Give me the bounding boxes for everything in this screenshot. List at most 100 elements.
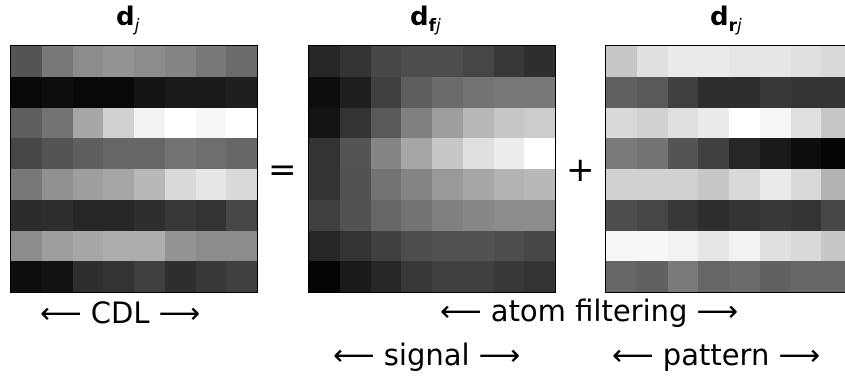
matrix-cell: [195, 46, 227, 77]
matrix-cell: [432, 261, 463, 292]
matrix-cell: [667, 169, 699, 200]
matrix-cell: [698, 76, 729, 108]
matrix-cell: [226, 46, 257, 77]
matrix-cell: [401, 107, 432, 139]
matrix-cell: [636, 46, 668, 77]
matrix-cell: [790, 76, 822, 108]
matrix-cell: [226, 76, 257, 108]
matrix-cell: [636, 138, 668, 169]
matrix-cell: [339, 76, 371, 108]
matrix-cell: [103, 107, 134, 139]
matrix-cell: [667, 230, 699, 262]
matrix-cell: [11, 199, 42, 231]
matrix-cell: [524, 261, 555, 292]
matrix-cell: [103, 230, 134, 262]
matrix-cell: [164, 261, 196, 292]
matrix-cell: [462, 76, 494, 108]
matrix-cell: [759, 107, 791, 139]
matrix-cell: [309, 76, 340, 108]
matrix-cell: [195, 199, 227, 231]
matrix-cell: [401, 169, 432, 200]
matrix-cell: [698, 107, 729, 139]
matrix-cell: [339, 46, 371, 77]
matrix-cell: [195, 76, 227, 108]
matrix-cell: [493, 199, 525, 231]
matrix-cell: [821, 76, 845, 108]
matrix-cell: [309, 46, 340, 77]
title-d-rj: drj: [710, 2, 742, 36]
matrix-cell: [462, 169, 494, 200]
matrix-cell: [134, 138, 165, 169]
matrix-cell: [195, 107, 227, 139]
matrix-cell: [339, 107, 371, 139]
matrix-cell: [729, 46, 760, 77]
matrix-cell: [103, 169, 134, 200]
matrix-cell: [370, 76, 402, 108]
matrix-cell: [667, 107, 699, 139]
matrix-cell: [164, 199, 196, 231]
matrix-cell: [729, 261, 760, 292]
matrix-cell: [606, 138, 637, 169]
caption-signal: ⟵ signal ⟶: [333, 338, 521, 372]
matrix-cell: [462, 199, 494, 231]
matrix-cell: [493, 261, 525, 292]
matrix-cell: [636, 76, 668, 108]
matrix-cell: [339, 138, 371, 169]
title-d-fj: dfj: [410, 2, 441, 36]
matrix-cell: [370, 261, 402, 292]
matrix-cell: [309, 261, 340, 292]
matrix-cell: [759, 199, 791, 231]
matrix-cell: [11, 261, 42, 292]
matrix-cell: [103, 199, 134, 231]
matrix-cell: [339, 230, 371, 262]
matrix-cell: [164, 107, 196, 139]
matrix-cell: [164, 76, 196, 108]
matrix-cell: [790, 107, 822, 139]
matrix-cell: [821, 169, 845, 200]
matrix-cell: [309, 107, 340, 139]
matrix-cell: [195, 230, 227, 262]
matrix-cell: [164, 46, 196, 77]
matrix-cell: [226, 107, 257, 139]
matrix-cell: [821, 46, 845, 77]
matrix-cell: [606, 46, 637, 77]
matrix-cell: [759, 138, 791, 169]
matrix-cell: [226, 199, 257, 231]
matrix-cell: [821, 138, 845, 169]
matrix-cell: [11, 76, 42, 108]
matrix-cell: [72, 107, 104, 139]
matrix-cell: [401, 261, 432, 292]
matrix-cell: [134, 199, 165, 231]
matrix-cell: [164, 169, 196, 200]
matrix-cell: [11, 46, 42, 77]
matrix-cell: [41, 46, 73, 77]
matrix-cell: [339, 261, 371, 292]
matrix-cell: [72, 199, 104, 231]
matrix-cell: [524, 76, 555, 108]
caption-cdl: ⟵ CDL ⟶: [40, 296, 201, 330]
matrix-cell: [636, 169, 668, 200]
matrix-cell: [790, 138, 822, 169]
matrix-cell: [493, 169, 525, 200]
matrix-cell: [462, 230, 494, 262]
caption-atom-filtering: ⟵ atom filtering ⟶: [440, 294, 739, 328]
matrix-cell: [493, 230, 525, 262]
matrix-cell: [667, 46, 699, 77]
matrix-cell: [370, 169, 402, 200]
matrix-cell: [72, 169, 104, 200]
matrix-cell: [698, 199, 729, 231]
matrix-cell: [759, 230, 791, 262]
matrix-cell: [790, 169, 822, 200]
matrix-cell: [370, 138, 402, 169]
matrix-cell: [524, 199, 555, 231]
matrix-cell: [432, 46, 463, 77]
matrix-cell: [698, 169, 729, 200]
matrix-d: [10, 45, 258, 293]
title-d-j: dj: [116, 2, 140, 36]
matrix-cell: [72, 230, 104, 262]
equals-sign: =: [268, 150, 297, 190]
matrix-cell: [11, 169, 42, 200]
matrix-cell: [432, 230, 463, 262]
matrix-cell: [41, 138, 73, 169]
matrix-cell: [41, 230, 73, 262]
